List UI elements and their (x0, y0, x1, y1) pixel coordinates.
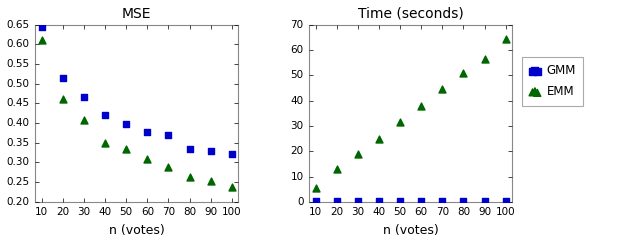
X-axis label: n (votes): n (votes) (383, 224, 438, 237)
GMM (205, 150, 216, 153)
GMM (163, 133, 173, 137)
EMM (36, 38, 47, 42)
GMM (416, 199, 426, 203)
X-axis label: n (votes): n (votes) (109, 224, 164, 237)
GMM (36, 25, 47, 29)
EMM (163, 165, 173, 169)
EMM (437, 87, 447, 91)
EMM (79, 118, 89, 122)
GMM (479, 199, 490, 203)
EMM (332, 167, 342, 171)
GMM (458, 199, 468, 203)
EMM (395, 120, 405, 124)
GMM (121, 122, 131, 126)
GMM (332, 199, 342, 203)
GMM (79, 95, 89, 99)
Legend: GMM, EMM: GMM, EMM (522, 57, 583, 105)
GMM (58, 76, 68, 80)
GMM (310, 199, 321, 203)
GMM (227, 152, 237, 156)
EMM (353, 152, 363, 156)
GMM (100, 113, 110, 117)
EMM (142, 157, 152, 161)
Title: MSE: MSE (122, 7, 152, 21)
GMM (374, 199, 384, 203)
EMM (500, 37, 511, 41)
GMM (184, 147, 195, 151)
GMM (500, 199, 511, 203)
GMM (395, 199, 405, 203)
EMM (184, 175, 195, 179)
EMM (121, 148, 131, 152)
EMM (310, 186, 321, 190)
EMM (100, 141, 110, 145)
EMM (227, 185, 237, 189)
GMM (142, 130, 152, 134)
EMM (416, 104, 426, 108)
GMM (437, 199, 447, 203)
EMM (458, 71, 468, 75)
EMM (58, 98, 68, 102)
GMM (353, 199, 363, 203)
EMM (205, 179, 216, 183)
Title: Time (seconds): Time (seconds) (358, 7, 463, 21)
EMM (374, 137, 384, 141)
EMM (479, 57, 490, 61)
